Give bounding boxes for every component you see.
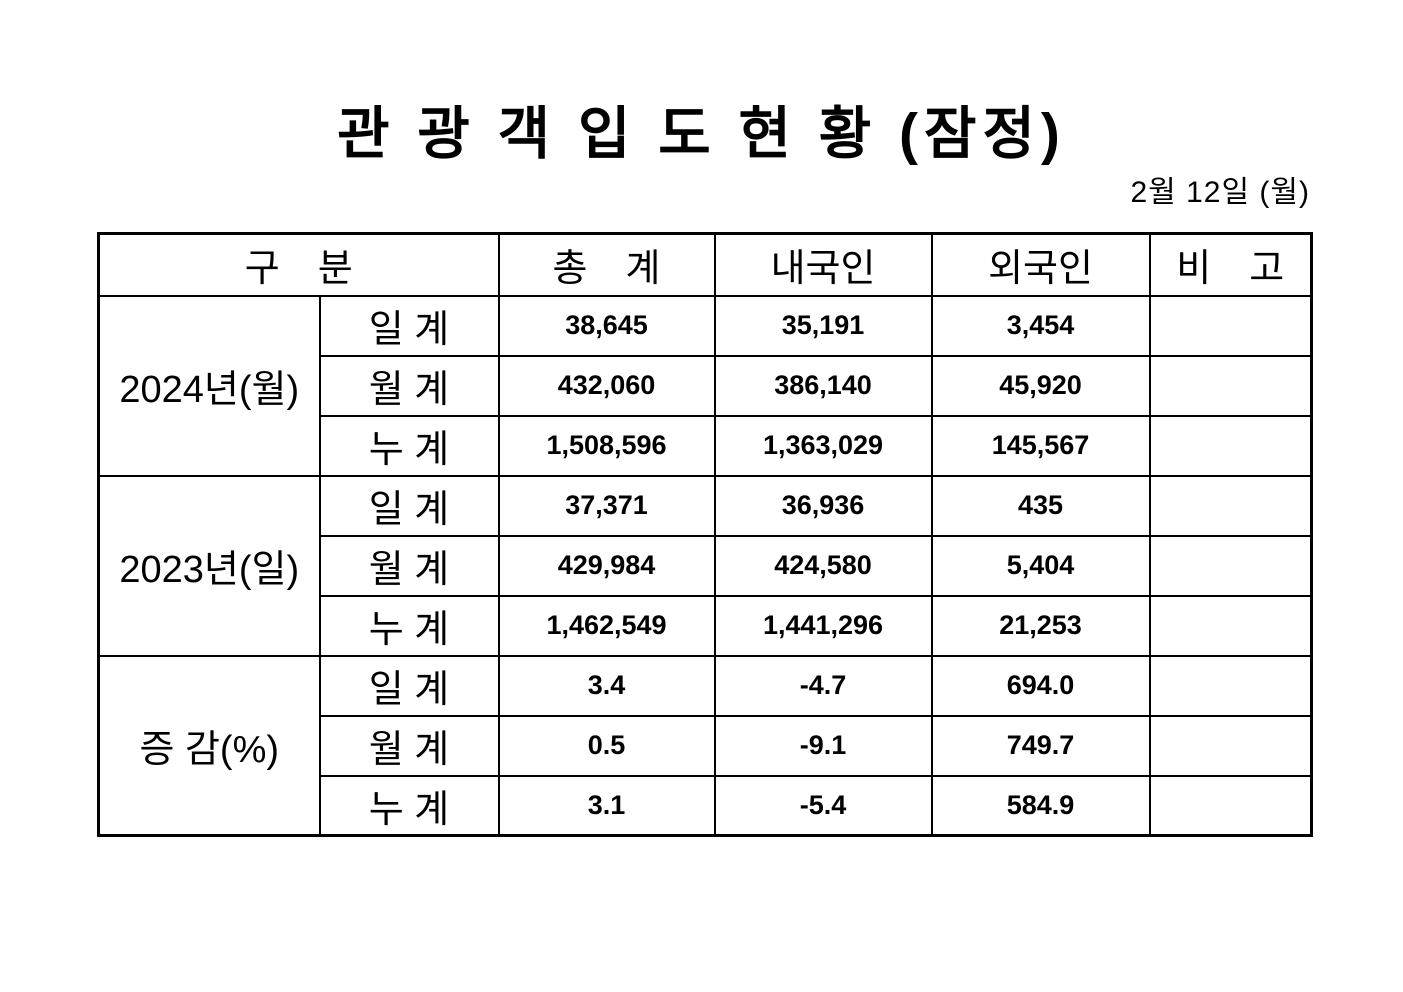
row-label-cell: 누 계: [318, 774, 500, 837]
col-header-note: 비 고: [1148, 232, 1313, 297]
total-cell: 429,984: [497, 534, 716, 597]
year-cell-2024: 2024년(월): [97, 294, 321, 477]
year-cell-2023: 2023년(일): [97, 474, 321, 657]
table-header-row: 구 분 총 계 내국인 외국인 비 고: [97, 232, 1313, 297]
foreign-cell: 145,567: [930, 414, 1151, 477]
note-cell: [1148, 534, 1313, 597]
tourist-arrivals-table: 구 분 총 계 내국인 외국인 비 고 2024년(월) 일 계 38,645 …: [97, 232, 1314, 837]
domestic-cell: 1,441,296: [713, 594, 933, 657]
total-cell: 3.4: [497, 654, 716, 717]
note-cell: [1148, 774, 1313, 837]
domestic-cell: 36,936: [713, 474, 933, 537]
table-row: 월 계 432,060 386,140 45,920: [99, 354, 1313, 417]
total-cell: 38,645: [497, 294, 716, 357]
note-cell: [1148, 414, 1313, 477]
foreign-cell: 21,253: [930, 594, 1151, 657]
table-row: 월 계 0.5 -9.1 749.7: [99, 714, 1313, 777]
domestic-cell: 386,140: [713, 354, 933, 417]
note-cell: [1148, 474, 1313, 537]
domestic-cell: 424,580: [713, 534, 933, 597]
table-row: 누 계 1,508,596 1,363,029 145,567: [99, 414, 1313, 477]
note-cell: [1148, 714, 1313, 777]
foreign-cell: 584.9: [930, 774, 1151, 837]
row-label-cell: 일 계: [318, 294, 500, 357]
row-label-cell: 누 계: [318, 594, 500, 657]
foreign-cell: 694.0: [930, 654, 1151, 717]
total-cell: 1,508,596: [497, 414, 716, 477]
foreign-cell: 5,404: [930, 534, 1151, 597]
table-row: 2024년(월) 일 계 38,645 35,191 3,454: [97, 294, 1313, 477]
table-row: 누 계 3.1 -5.4 584.9: [99, 774, 1313, 837]
foreign-cell: 3,454: [930, 294, 1151, 357]
total-cell: 0.5: [497, 714, 716, 777]
note-cell: [1148, 354, 1313, 417]
total-cell: 37,371: [497, 474, 716, 537]
table-row: 누 계 1,462,549 1,441,296 21,253: [99, 594, 1313, 657]
total-cell: 1,462,549: [497, 594, 716, 657]
domestic-cell: -4.7: [713, 654, 933, 717]
foreign-cell: 45,920: [930, 354, 1151, 417]
note-cell: [1148, 594, 1313, 657]
row-label-cell: 월 계: [318, 714, 500, 777]
domestic-cell: -9.1: [713, 714, 933, 777]
col-header-total: 총 계: [497, 232, 716, 297]
col-header-foreign: 외국인: [930, 232, 1151, 297]
table-row: 2023년(일) 일 계 37,371 36,936 435: [97, 474, 1313, 657]
row-label-cell: 월 계: [318, 534, 500, 597]
note-cell: [1148, 654, 1313, 717]
domestic-cell: 35,191: [713, 294, 933, 357]
row-label-cell: 일 계: [318, 654, 500, 717]
row-label-cell: 일 계: [318, 474, 500, 537]
domestic-cell: 1,363,029: [713, 414, 933, 477]
row-label-cell: 누 계: [318, 414, 500, 477]
table-row: 증 감(%) 일 계 3.4 -4.7 694.0: [97, 654, 1313, 837]
foreign-cell: 435: [930, 474, 1151, 537]
col-header-category: 구 분: [97, 232, 500, 297]
page-title: 관 광 객 입 도 현 황 (잠정): [337, 102, 1066, 166]
total-cell: 3.1: [497, 774, 716, 837]
report-date: 2월 12일 (월): [1130, 176, 1310, 209]
domestic-cell: -5.4: [713, 774, 933, 837]
year-cell-change: 증 감(%): [97, 654, 321, 837]
col-header-domestic: 내국인: [713, 232, 933, 297]
note-cell: [1148, 294, 1313, 357]
foreign-cell: 749.7: [930, 714, 1151, 777]
row-label-cell: 월 계: [318, 354, 500, 417]
table-row: 월 계 429,984 424,580 5,404: [99, 534, 1313, 597]
total-cell: 432,060: [497, 354, 716, 417]
